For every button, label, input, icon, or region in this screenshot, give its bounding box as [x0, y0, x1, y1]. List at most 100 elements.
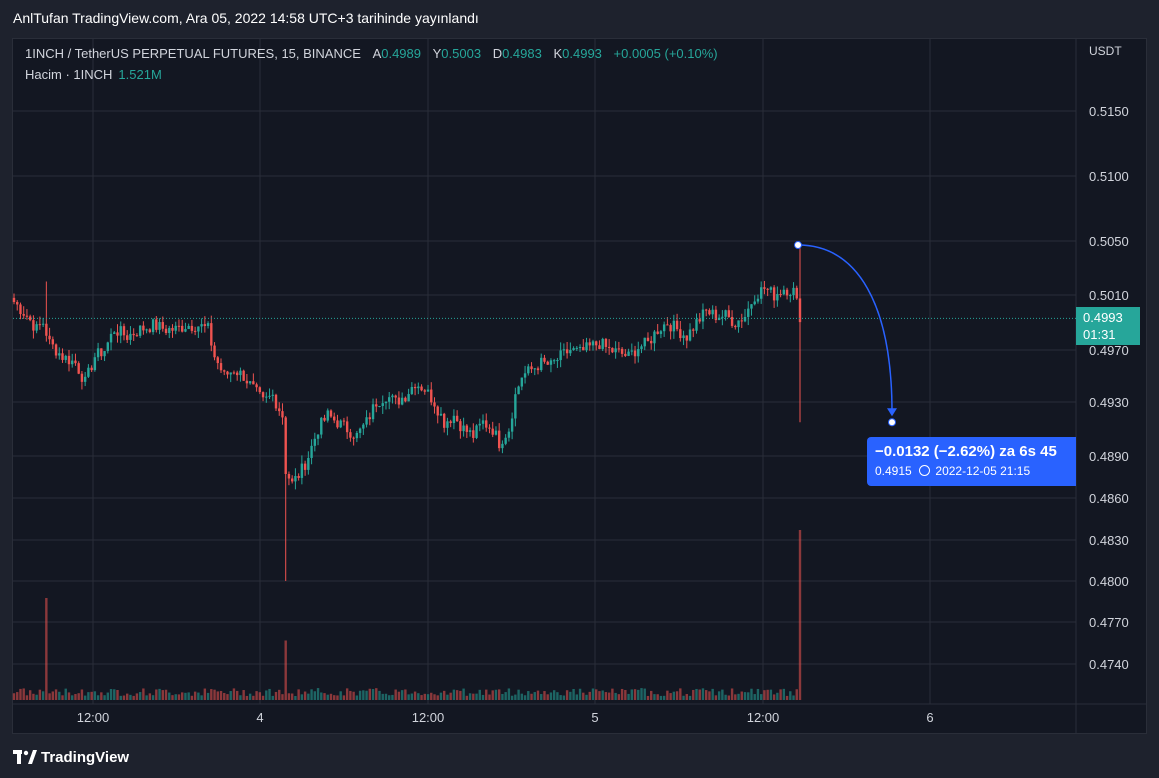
low-value: 0.4983 — [502, 46, 542, 61]
candle-body — [491, 428, 494, 435]
volume-bar — [375, 688, 378, 700]
volume-bar — [611, 688, 614, 700]
candle-body — [734, 325, 737, 328]
volume-bar — [740, 691, 743, 700]
candle-body — [737, 320, 740, 328]
volume-bar — [792, 695, 795, 700]
candle-body — [459, 421, 462, 432]
candle-body — [74, 360, 77, 364]
candle-body — [284, 417, 287, 474]
candle-body — [365, 417, 368, 425]
volume-bar — [83, 695, 87, 700]
volume-bars — [12, 530, 802, 700]
candle-body — [41, 323, 45, 325]
x-tick-label: 12:00 — [412, 710, 445, 725]
volume-bar — [688, 695, 692, 700]
volume-bar — [533, 692, 536, 700]
currency-label: USDT — [1089, 44, 1122, 58]
candle-body — [481, 420, 485, 424]
x-tick-label: 12:00 — [747, 710, 780, 725]
volume-bar — [730, 688, 734, 700]
candles — [12, 245, 802, 581]
candle-body — [533, 368, 536, 370]
volume-bar — [300, 694, 304, 700]
candle-body — [756, 298, 760, 302]
candle-body — [472, 430, 475, 438]
volume-bar — [67, 692, 71, 700]
volume-bar — [704, 690, 708, 700]
candle-body — [633, 350, 637, 357]
low-label: D — [492, 46, 503, 61]
volume-bar — [129, 694, 132, 700]
volume-bar — [675, 691, 679, 700]
candle-body — [313, 438, 317, 446]
volume-bar — [235, 690, 239, 700]
volume-bar — [394, 689, 397, 700]
volume-bar — [562, 695, 566, 700]
volume-bar — [430, 692, 433, 700]
candle-body — [303, 463, 307, 470]
candle-body — [187, 325, 190, 330]
volume-bar — [701, 688, 705, 700]
candle-body — [100, 348, 103, 357]
candle-body — [400, 397, 404, 405]
candle-body — [271, 394, 274, 396]
volume-bar — [261, 695, 265, 700]
candle-body — [724, 310, 727, 317]
tradingview-wordmark: TradingView — [41, 748, 130, 766]
volume-bar — [423, 693, 426, 700]
candle-body — [278, 408, 281, 412]
x-tick-label: 4 — [256, 710, 263, 725]
candle-body — [523, 373, 527, 378]
volume-bar — [552, 690, 556, 700]
volume-bar — [747, 692, 750, 700]
candle-body — [624, 353, 627, 356]
volume-bar — [138, 692, 142, 700]
candle-body — [326, 410, 329, 421]
candle-body — [12, 297, 16, 303]
candle-body — [67, 355, 71, 365]
candle-body — [546, 361, 549, 365]
volume-bar — [303, 691, 307, 700]
candle-body — [439, 413, 443, 416]
volume-bar — [239, 695, 242, 700]
close-value: 0.4993 — [562, 46, 602, 61]
candle-body — [675, 320, 679, 330]
volume-bar — [630, 689, 634, 700]
candle-body — [310, 445, 313, 458]
candle-body — [103, 351, 106, 357]
volume-bar — [514, 694, 517, 700]
candle-body — [371, 404, 375, 420]
candle-body — [601, 338, 604, 349]
volume-bar — [798, 530, 802, 700]
candle-body — [430, 389, 433, 403]
candle-body — [177, 325, 181, 327]
volume-bar — [164, 689, 168, 700]
volume-bar — [478, 689, 481, 700]
chart-frame[interactable] — [12, 38, 1147, 734]
tradingview-branding[interactable]: TradingView — [13, 746, 129, 768]
projection-end-point — [888, 418, 896, 427]
volume-bar — [436, 695, 439, 700]
candle-body — [394, 395, 397, 398]
projection-callout[interactable]: −0.0132 (−2.62%) za 6s 45 0.4915 2022-12… — [867, 437, 1076, 486]
candle-body — [766, 288, 769, 290]
volume-bar — [58, 691, 61, 700]
volume-bar — [653, 694, 656, 700]
candle-body — [297, 476, 300, 478]
candle-body — [93, 357, 97, 371]
volume-bar — [527, 691, 530, 700]
candle-body — [300, 463, 304, 478]
candle-body — [507, 431, 511, 438]
volume-bar — [779, 689, 782, 700]
volume-bar — [38, 689, 42, 700]
candle-body — [83, 376, 87, 382]
volume-bar — [109, 689, 113, 700]
volume-bar — [213, 689, 216, 700]
volume-bar — [795, 689, 798, 700]
volume-bar — [35, 694, 38, 700]
candle-body — [307, 457, 310, 470]
candle-body — [174, 325, 177, 331]
candle-body — [362, 424, 365, 429]
